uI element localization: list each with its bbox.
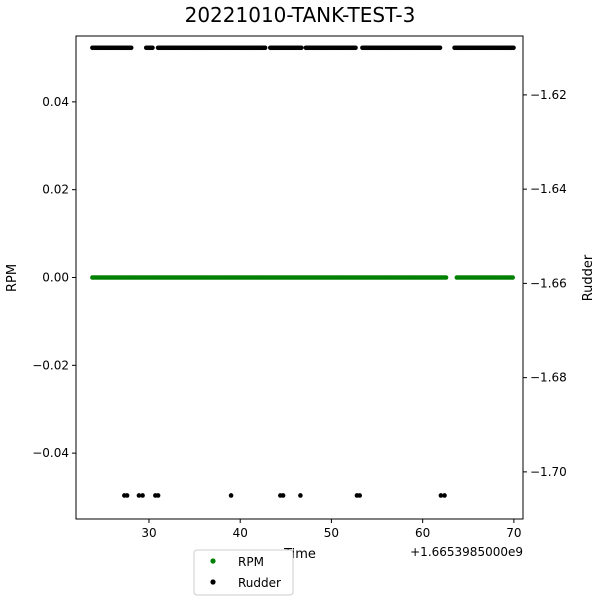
rpm-point bbox=[510, 275, 515, 280]
rudder-point bbox=[280, 493, 286, 498]
legend-label-rudder: Rudder bbox=[238, 576, 281, 590]
x-tick-label: 70 bbox=[506, 526, 521, 540]
y-axis-label-right: Rudder bbox=[581, 254, 596, 301]
rudder-point bbox=[140, 493, 145, 498]
y-left-tick-label: 0.00 bbox=[42, 271, 69, 285]
rpm-point bbox=[443, 275, 449, 280]
y-right-tick-label: −1.70 bbox=[530, 465, 567, 479]
x-tick-label: 50 bbox=[324, 526, 339, 540]
rudder-point bbox=[299, 45, 304, 51]
x-tick-label: 60 bbox=[415, 526, 430, 540]
legend-label-rpm: RPM bbox=[238, 555, 264, 569]
y-left-tick-label: 0.04 bbox=[42, 95, 69, 109]
y-left-tick-label: −0.02 bbox=[32, 358, 69, 372]
rudder-point bbox=[228, 493, 234, 498]
axes: 30 40 50 60 70 −0.04 −0.02 0.00 0.02 0.04 −1.70 −1.… bbox=[32, 88, 567, 540]
y-right-tick-label: −1.62 bbox=[530, 88, 567, 102]
x-offset-label: +1.6653985000e9 bbox=[410, 545, 523, 559]
y-right-tick-label: −1.68 bbox=[530, 371, 567, 385]
y-axis-label-left: RPM bbox=[5, 264, 20, 292]
rudder-point bbox=[511, 45, 516, 51]
rudder-point bbox=[298, 493, 303, 498]
rudder-point bbox=[353, 45, 358, 51]
rudder-point bbox=[437, 45, 443, 51]
rudder-point bbox=[155, 493, 161, 498]
rudder-point bbox=[128, 45, 134, 51]
y-right-tick-label: −1.64 bbox=[530, 182, 567, 196]
legend: RPM Rudder bbox=[193, 549, 294, 596]
rudder-point bbox=[438, 493, 444, 498]
rudder-point bbox=[442, 493, 447, 498]
rudder-point bbox=[124, 493, 130, 498]
y-right-tick-label: −1.66 bbox=[530, 276, 567, 290]
plot-area bbox=[90, 45, 516, 498]
legend-box bbox=[193, 549, 294, 596]
rudder-point bbox=[136, 493, 142, 498]
y-left-tick-label: 0.02 bbox=[42, 183, 69, 197]
x-tick-label: 30 bbox=[141, 526, 156, 540]
rudder-point bbox=[150, 45, 155, 51]
legend-marker-rpm bbox=[210, 558, 216, 564]
legend-marker-rudder bbox=[210, 579, 216, 585]
rudder-point bbox=[357, 493, 363, 498]
x-tick-label: 40 bbox=[233, 526, 248, 540]
chart-title: 20221010-TANK-TEST-3 bbox=[185, 3, 416, 27]
y-left-tick-label: −0.04 bbox=[32, 446, 69, 460]
rudder-point bbox=[262, 45, 268, 51]
